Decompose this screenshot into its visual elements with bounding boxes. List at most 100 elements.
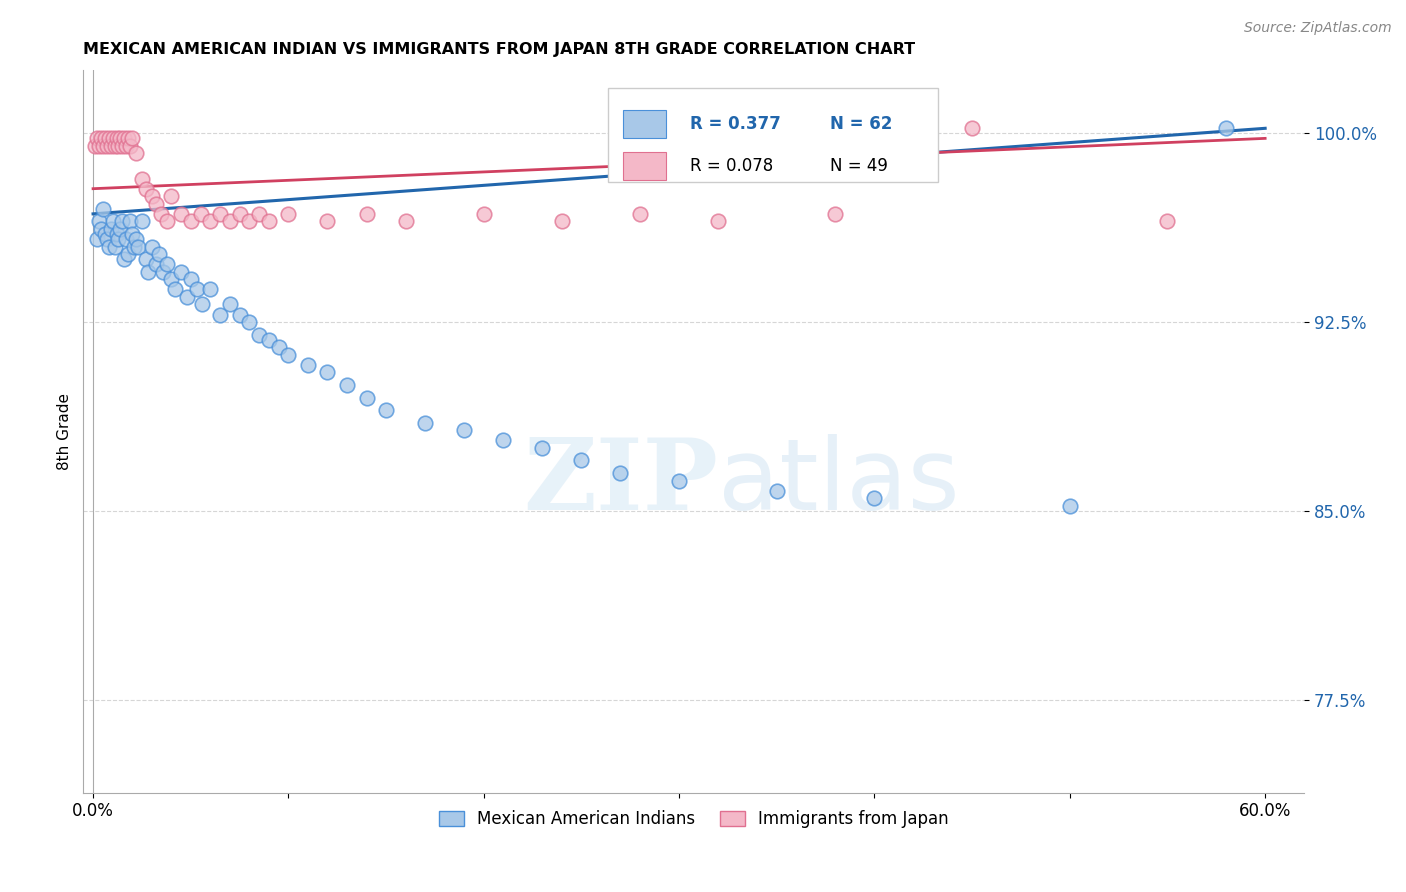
Point <box>100 139 122 153</box>
Point <box>150 207 173 221</box>
Point <box>413 416 436 430</box>
Point <box>228 207 250 221</box>
Point <box>1215 121 1237 136</box>
Text: Source: ZipAtlas.com: Source: ZipAtlas.com <box>1244 21 1392 35</box>
Point <box>180 214 202 228</box>
Point <box>121 227 143 241</box>
Point <box>107 232 129 246</box>
Point <box>165 282 187 296</box>
Point <box>1156 214 1178 228</box>
Point <box>176 290 198 304</box>
Point <box>121 131 143 145</box>
Point <box>472 207 495 221</box>
Point <box>91 202 114 216</box>
Point <box>356 391 378 405</box>
Point <box>628 207 651 221</box>
Point <box>247 207 270 221</box>
Point <box>218 214 240 228</box>
Point <box>180 272 202 286</box>
Point <box>105 131 128 145</box>
Point <box>316 214 339 228</box>
Bar <box>623 110 665 137</box>
Point <box>122 239 145 253</box>
Point <box>103 139 125 153</box>
Point <box>94 227 117 241</box>
Point <box>277 207 299 221</box>
Point <box>824 207 846 221</box>
Point <box>120 214 142 228</box>
Point <box>105 227 128 241</box>
Point <box>551 214 574 228</box>
Point <box>110 222 132 236</box>
Point <box>97 239 120 253</box>
Point <box>191 297 214 311</box>
Point <box>101 131 124 145</box>
Point <box>145 196 167 211</box>
Point <box>609 466 631 480</box>
Point <box>208 308 231 322</box>
Point <box>127 239 149 253</box>
Point <box>668 474 690 488</box>
Point <box>190 207 212 221</box>
Point <box>112 252 135 267</box>
Point <box>218 297 240 311</box>
Point <box>110 131 132 145</box>
Bar <box>623 152 665 180</box>
Point <box>117 131 139 145</box>
Point <box>87 139 110 153</box>
Point <box>336 378 359 392</box>
Point <box>101 214 124 228</box>
Point <box>117 247 139 261</box>
Point <box>571 453 593 467</box>
FancyBboxPatch shape <box>609 88 938 182</box>
Point <box>156 257 179 271</box>
Point <box>152 265 174 279</box>
Y-axis label: 8th Grade: 8th Grade <box>58 393 72 470</box>
Text: ZIP: ZIP <box>523 434 718 531</box>
Point <box>200 214 222 228</box>
Point <box>238 214 260 228</box>
Point <box>87 214 110 228</box>
Point <box>148 247 170 261</box>
Point <box>86 131 108 145</box>
Point <box>96 139 118 153</box>
Point <box>131 171 153 186</box>
Point <box>277 348 299 362</box>
Point <box>112 131 135 145</box>
Point <box>135 252 157 267</box>
Point <box>492 434 515 448</box>
Point <box>863 491 886 506</box>
Point <box>135 182 157 196</box>
Text: R = 0.377: R = 0.377 <box>690 115 780 133</box>
Point <box>160 272 183 286</box>
Point <box>115 232 138 246</box>
Point <box>297 358 319 372</box>
Point <box>141 239 163 253</box>
Point <box>120 139 142 153</box>
Point <box>257 333 280 347</box>
Point <box>100 222 122 236</box>
Point <box>765 483 787 498</box>
Point <box>707 214 730 228</box>
Point <box>257 214 280 228</box>
Point <box>86 232 108 246</box>
Point <box>453 423 475 437</box>
Point <box>267 340 290 354</box>
Point <box>531 441 554 455</box>
Point <box>156 214 179 228</box>
Point <box>316 365 339 379</box>
Point <box>107 139 129 153</box>
Point <box>125 146 148 161</box>
Point <box>170 265 193 279</box>
Point <box>125 232 148 246</box>
Point <box>394 214 416 228</box>
Point <box>208 207 231 221</box>
Point <box>186 282 208 296</box>
Point <box>247 327 270 342</box>
Text: N = 62: N = 62 <box>831 115 893 133</box>
Point <box>228 308 250 322</box>
Point <box>160 189 183 203</box>
Point <box>960 121 983 136</box>
Text: N = 49: N = 49 <box>831 157 889 175</box>
Point <box>90 131 112 145</box>
